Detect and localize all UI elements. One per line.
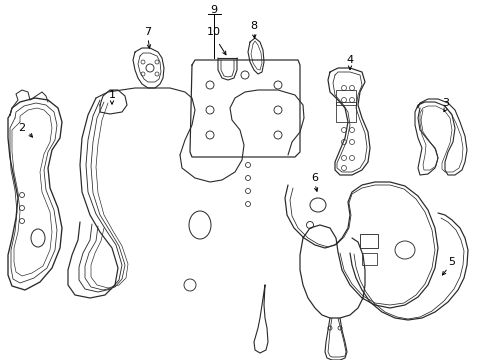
- Text: 8: 8: [250, 21, 257, 31]
- Text: 2: 2: [19, 123, 25, 133]
- Text: 6: 6: [311, 173, 318, 183]
- Bar: [361, 253, 376, 265]
- Text: 5: 5: [447, 257, 454, 267]
- Bar: [359, 234, 377, 248]
- Bar: [335, 102, 355, 122]
- Text: 9: 9: [210, 5, 217, 15]
- Text: 7: 7: [144, 27, 151, 37]
- Text: 1: 1: [108, 90, 115, 100]
- Text: 4: 4: [346, 55, 353, 65]
- Text: 10: 10: [206, 27, 221, 37]
- Bar: [335, 90, 355, 105]
- Text: 3: 3: [442, 98, 448, 108]
